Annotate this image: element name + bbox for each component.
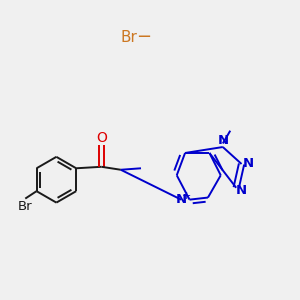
Text: Br: Br	[17, 200, 32, 213]
Text: N: N	[236, 184, 247, 197]
Text: N: N	[242, 158, 253, 170]
Text: N: N	[176, 193, 187, 206]
Text: −: −	[136, 28, 152, 46]
Text: +: +	[182, 191, 191, 201]
Text: N: N	[217, 134, 228, 147]
Text: Br: Br	[120, 30, 137, 45]
Text: O: O	[96, 131, 107, 145]
